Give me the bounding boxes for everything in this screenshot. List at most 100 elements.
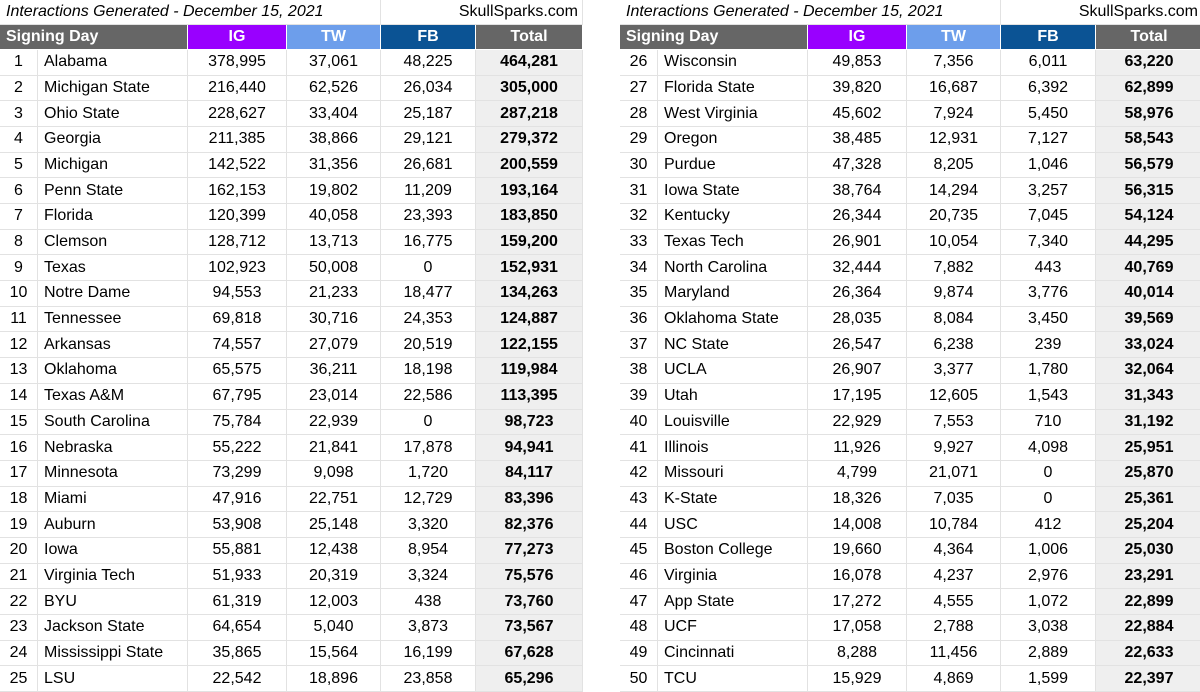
school: Texas A&M — [38, 383, 188, 410]
ig-value: 26,547 — [808, 332, 907, 359]
school: Maryland — [658, 281, 808, 307]
ig-value: 47,328 — [808, 152, 907, 179]
fb-value: 25,187 — [381, 101, 476, 128]
tw-value: 5,040 — [287, 614, 381, 641]
tw-value: 16,687 — [907, 75, 1001, 102]
header-cell: FB — [381, 25, 476, 50]
tw-value: 20,735 — [907, 204, 1001, 230]
ig-value: 26,901 — [808, 229, 907, 256]
tw-value: 12,003 — [287, 589, 381, 615]
ig-value: 38,485 — [808, 127, 907, 153]
school: Illinois — [658, 435, 808, 461]
table-source: SkullSparks.com — [381, 0, 583, 25]
rank: 14 — [0, 383, 38, 410]
tw-value: 9,098 — [287, 460, 381, 487]
rank: 18 — [0, 486, 38, 513]
total-value: 39,569 — [1096, 306, 1200, 333]
rank: 42 — [620, 460, 658, 487]
total-value: 65,296 — [476, 666, 583, 692]
fb-value: 412 — [1001, 512, 1096, 538]
ig-value: 55,881 — [188, 537, 287, 564]
total-value: 58,543 — [1096, 127, 1200, 153]
tw-value: 11,456 — [907, 640, 1001, 667]
total-value: 25,361 — [1096, 486, 1200, 513]
rank: 27 — [620, 75, 658, 102]
ig-value: 16,078 — [808, 563, 907, 590]
rank: 48 — [620, 614, 658, 641]
tw-value: 36,211 — [287, 358, 381, 384]
fb-value: 3,873 — [381, 614, 476, 641]
total-value: 63,220 — [1096, 50, 1200, 76]
ig-value: 45,602 — [808, 101, 907, 128]
ig-value: 11,926 — [808, 435, 907, 461]
total-value: 82,376 — [476, 512, 583, 538]
rank: 43 — [620, 486, 658, 513]
school: Missouri — [658, 460, 808, 487]
rank: 30 — [620, 152, 658, 179]
school: Mississippi State — [38, 640, 188, 667]
fb-value: 18,477 — [381, 281, 476, 307]
school: Boston College — [658, 537, 808, 564]
header-cell: Signing Day — [620, 25, 808, 50]
rank: 33 — [620, 229, 658, 256]
fb-value: 20,519 — [381, 332, 476, 359]
school: Florida State — [658, 75, 808, 102]
ig-value: 216,440 — [188, 75, 287, 102]
total-value: 119,984 — [476, 358, 583, 384]
school: Iowa — [38, 537, 188, 564]
ig-value: 120,399 — [188, 204, 287, 230]
total-value: 83,396 — [476, 486, 583, 513]
rank: 41 — [620, 435, 658, 461]
ig-value: 14,008 — [808, 512, 907, 538]
tw-value: 50,008 — [287, 255, 381, 282]
tw-value: 9,874 — [907, 281, 1001, 307]
fb-value: 5,450 — [1001, 101, 1096, 128]
tw-value: 12,931 — [907, 127, 1001, 153]
fb-value: 1,046 — [1001, 152, 1096, 179]
rank: 4 — [0, 127, 38, 153]
fb-value: 1,720 — [381, 460, 476, 487]
header-cell: FB — [1001, 25, 1096, 50]
school: Tennessee — [38, 306, 188, 333]
fb-value: 3,038 — [1001, 614, 1096, 641]
total-value: 25,951 — [1096, 435, 1200, 461]
fb-value: 710 — [1001, 409, 1096, 436]
total-value: 134,263 — [476, 281, 583, 307]
total-value: 56,315 — [1096, 178, 1200, 205]
school: Penn State — [38, 178, 188, 205]
school: Miami — [38, 486, 188, 513]
tw-value: 21,841 — [287, 435, 381, 461]
ig-value: 65,575 — [188, 358, 287, 384]
school: K-State — [658, 486, 808, 513]
rank: 9 — [0, 255, 38, 282]
tw-value: 12,438 — [287, 537, 381, 564]
rank: 3 — [0, 101, 38, 128]
fb-value: 23,858 — [381, 666, 476, 692]
school: Georgia — [38, 127, 188, 153]
ig-value: 39,820 — [808, 75, 907, 102]
total-value: 279,372 — [476, 127, 583, 153]
ig-value: 26,344 — [808, 204, 907, 230]
school: Texas Tech — [658, 229, 808, 256]
tw-value: 38,866 — [287, 127, 381, 153]
ig-value: 74,557 — [188, 332, 287, 359]
fb-value: 0 — [1001, 486, 1096, 513]
tw-value: 10,784 — [907, 512, 1001, 538]
rank: 5 — [0, 152, 38, 179]
rank: 21 — [0, 563, 38, 590]
total-value: 40,769 — [1096, 255, 1200, 282]
ig-value: 28,035 — [808, 306, 907, 333]
tw-value: 3,377 — [907, 358, 1001, 384]
rank: 31 — [620, 178, 658, 205]
header-cell: Total — [1096, 25, 1200, 50]
total-value: 84,117 — [476, 460, 583, 487]
table-title: Interactions Generated - December 15, 20… — [0, 0, 381, 25]
total-value: 40,014 — [1096, 281, 1200, 307]
ig-value: 8,288 — [808, 640, 907, 667]
school: Ohio State — [38, 101, 188, 128]
ig-value: 69,818 — [188, 306, 287, 333]
rank: 46 — [620, 563, 658, 590]
total-value: 67,628 — [476, 640, 583, 667]
total-value: 200,559 — [476, 152, 583, 179]
total-value: 31,343 — [1096, 383, 1200, 410]
